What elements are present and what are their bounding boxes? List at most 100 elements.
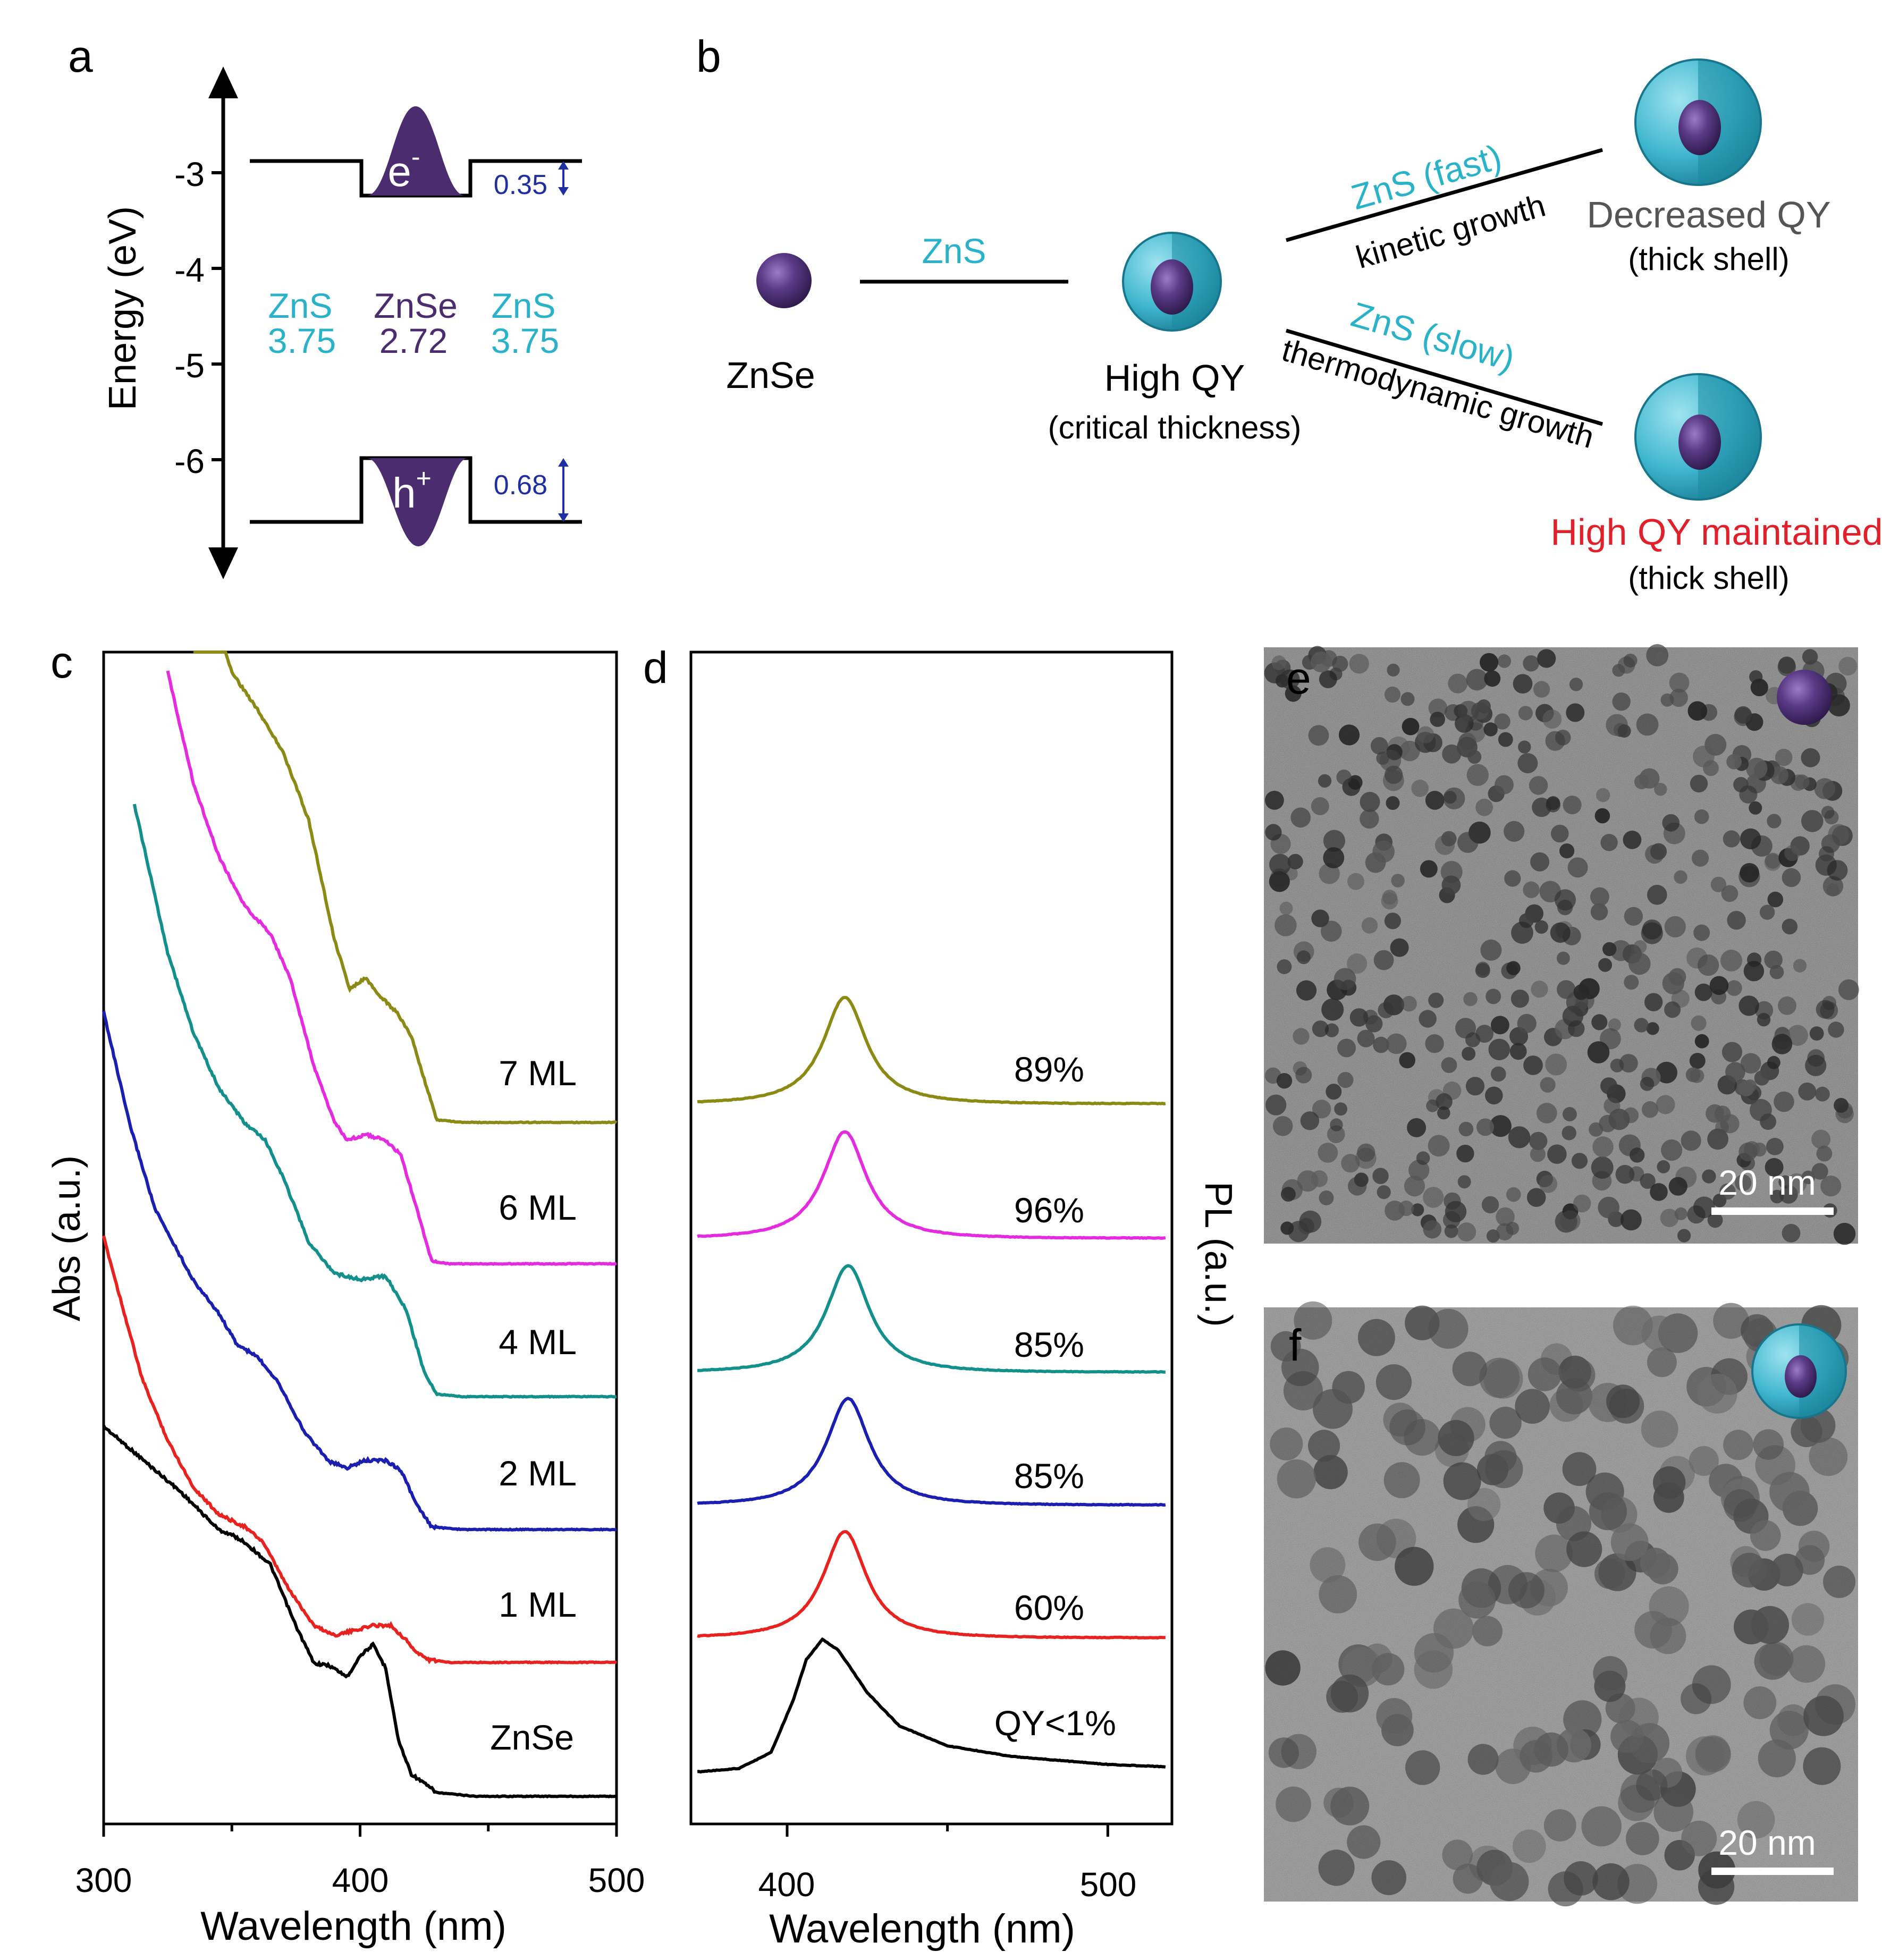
- znse-core-icon: [1777, 670, 1832, 725]
- qy-label: QY<1%: [994, 1703, 1116, 1743]
- panel-f: f 20 nm: [1264, 1301, 1858, 1907]
- panel-label-b: b: [696, 31, 721, 81]
- slow-result-sub: (thick shell): [1628, 560, 1789, 596]
- electron-symbol: e: [387, 148, 411, 195]
- qy-label: 85%: [1014, 1325, 1084, 1364]
- series-label-c: ZnSe: [490, 1718, 574, 1757]
- plot-frame-c: [102, 650, 618, 1826]
- qy-label: 60%: [1014, 1588, 1084, 1627]
- critical-title: High QY: [1104, 357, 1245, 399]
- arrow-slow-growth: [1286, 328, 1603, 426]
- arrow-fast-growth: [1286, 148, 1603, 242]
- x-tick-label-d: 400: [758, 1865, 815, 1904]
- panel-a: a -3 -4 -5 -6 Energy (eV) e- h+ 0.35 0.6…: [68, 31, 582, 579]
- material-gap-right: 3.75: [491, 321, 559, 360]
- qy-label: 85%: [1014, 1456, 1084, 1496]
- tick-group-c: [102, 1824, 618, 1837]
- series-label-c: 6 ML: [499, 1188, 577, 1227]
- conduction-offset-value: 0.35: [494, 170, 547, 200]
- abs-line-znse: [102, 1425, 617, 1799]
- x-tick-label-c: 400: [332, 1861, 389, 1899]
- scale-bar-f: [1711, 1868, 1834, 1875]
- panel-c: c Abs (a.u.) Wavelength (nm) 300 400 500…: [46, 637, 645, 1949]
- fast-result-sub: (thick shell): [1628, 241, 1789, 277]
- x-tick-label-c: 500: [588, 1861, 645, 1899]
- hole-symbol: h: [392, 469, 416, 517]
- panel-label-d: d: [643, 643, 668, 692]
- energy-tick-label: -6: [174, 442, 205, 480]
- electron-wavefunction: [367, 106, 465, 196]
- fast-result: Decreased QY: [1586, 194, 1830, 235]
- energy-axis-arrow-down: [208, 547, 238, 579]
- material-name-left: ZnS: [268, 286, 332, 325]
- scale-bar-label-f: 20 nm: [1718, 1823, 1816, 1862]
- electron-label: e-: [387, 142, 420, 195]
- material-gap-center: 2.72: [379, 321, 448, 360]
- energy-tick-label: -5: [174, 347, 205, 385]
- series-group-c: [102, 650, 618, 1799]
- pl-axis-title: PL (a.u.): [1197, 1181, 1239, 1327]
- panel-label-a: a: [68, 31, 93, 81]
- conduction-offset-arrow-top: [558, 161, 569, 170]
- material-name-center: ZnSe: [374, 286, 458, 325]
- series-label-c: 2 ML: [499, 1454, 577, 1493]
- hole-label: h+: [392, 463, 432, 517]
- abs-line-1-ml: [102, 1235, 617, 1665]
- tem-noise-e: [1264, 647, 1858, 1244]
- tick-group-d: [786, 1824, 1109, 1837]
- hole-wavefunction: [367, 458, 468, 546]
- electron-charge: -: [411, 142, 420, 172]
- slow-result: High QY maintained: [1550, 511, 1882, 553]
- series-label-c: 4 ML: [499, 1322, 577, 1362]
- x-axis-title-d: Wavelength (nm): [769, 1906, 1075, 1951]
- pl-line-7-ml: [697, 995, 1166, 1105]
- plot-frame-d: [689, 650, 1174, 1826]
- pl-line-znse: [697, 1637, 1166, 1774]
- series-label-c: 7 ML: [499, 1053, 577, 1093]
- panel-label-c: c: [50, 637, 73, 687]
- panel-e: e 20 nm: [1264, 644, 1859, 1245]
- tem-noise-f: [1264, 1307, 1858, 1902]
- thick-shell-particle-slow: [1634, 373, 1762, 501]
- x-tick-label-d: 500: [1080, 1865, 1137, 1904]
- core-shell-particle-critical: [1122, 232, 1222, 332]
- abs-line-6-ml: [166, 670, 617, 1266]
- energy-axis-arrow-up: [208, 66, 238, 98]
- valence-offset-value: 0.68: [494, 470, 547, 501]
- energy-ticks: [212, 171, 223, 461]
- energy-tick-label: -3: [174, 155, 205, 193]
- panel-d: d PL (a.u.) Wavelength (nm) 400 500 89% …: [643, 643, 1239, 1951]
- x-axis-title-c: Wavelength (nm): [200, 1904, 507, 1949]
- series-label-c: 1 ML: [499, 1585, 577, 1624]
- pl-line-6-ml: [697, 1130, 1166, 1240]
- znse-core-particle: [756, 253, 812, 308]
- series-group-d: [697, 995, 1166, 1774]
- qy-label: 96%: [1014, 1190, 1084, 1230]
- abs-axis-title: Abs (a.u.): [46, 1155, 88, 1321]
- abs-line-7-ml: [193, 650, 618, 1125]
- abs-line-4-ml: [132, 804, 617, 1399]
- valence-offset-arrow-bottom: [558, 513, 569, 522]
- core-label: ZnSe: [726, 354, 815, 396]
- energy-tick-label: -4: [174, 251, 205, 289]
- pl-line-1-ml: [697, 1530, 1166, 1640]
- material-name-right: ZnS: [491, 286, 555, 325]
- panel-label-f: f: [1289, 1320, 1302, 1370]
- pl-line-4-ml: [697, 1264, 1166, 1374]
- material-gap-left: 3.75: [268, 321, 336, 360]
- scale-bar-label-e: 20 nm: [1718, 1163, 1816, 1202]
- panel-label-e: e: [1286, 653, 1311, 703]
- hole-charge: +: [416, 463, 432, 493]
- scale-bar-e: [1711, 1207, 1834, 1215]
- abs-line-2-ml: [102, 1010, 617, 1532]
- energy-axis-title: Energy (eV): [102, 206, 144, 410]
- qy-label: 89%: [1014, 1050, 1084, 1089]
- panel-b: b ZnSe ZnS High QY (critical thickness) …: [696, 31, 1882, 596]
- arrow-add-zns-label: ZnS: [922, 231, 986, 271]
- x-tick-label-c: 300: [75, 1861, 132, 1899]
- conduction-offset-arrow-bottom: [558, 187, 569, 196]
- valence-offset-arrow-top: [558, 458, 569, 467]
- core-shell-icon: [1751, 1323, 1847, 1419]
- pl-line-2-ml: [697, 1396, 1166, 1507]
